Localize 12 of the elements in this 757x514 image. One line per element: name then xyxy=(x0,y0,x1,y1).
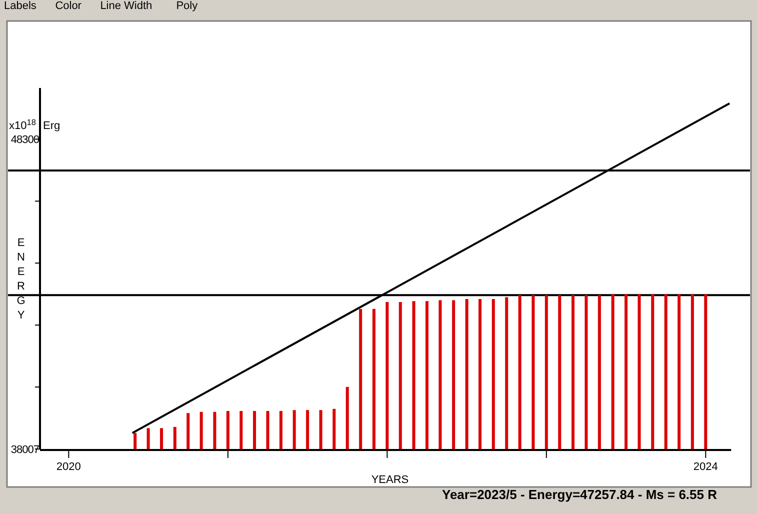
x-axis-title: YEARS xyxy=(371,474,409,486)
y-axis-title: ENERGY xyxy=(16,237,26,322)
y-tick-label: 38007 xyxy=(10,444,40,456)
text: Labels xyxy=(4,0,37,12)
text: Poly xyxy=(176,0,198,12)
text: Color xyxy=(55,0,82,12)
text: Year=2023/5 - Energy=47257.84 - Ms = 6.55 R xyxy=(442,487,718,502)
x-tick-label: 2020 xyxy=(56,461,81,473)
y-tick-label: 48300 xyxy=(10,134,40,146)
text: Line Width xyxy=(100,0,152,12)
x-tick-label: 2024 xyxy=(693,461,718,473)
annotation: x10$^{18}$ Erg xyxy=(9,118,60,132)
